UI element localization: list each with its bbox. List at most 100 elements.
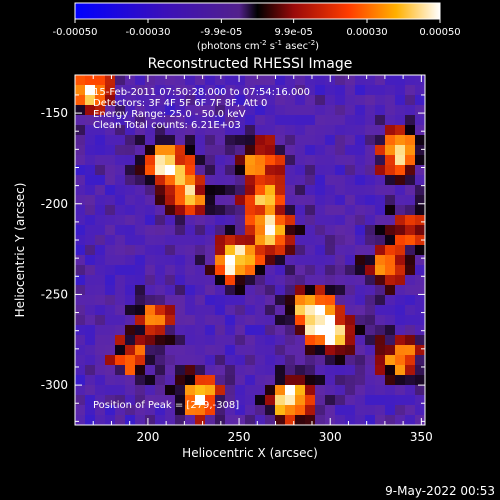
heatmap-cell bbox=[175, 305, 186, 316]
heatmap-cell bbox=[135, 275, 146, 286]
heatmap-cell bbox=[415, 205, 425, 216]
heatmap-cell bbox=[365, 115, 376, 126]
heatmap-cell bbox=[235, 205, 246, 216]
heatmap-cell bbox=[75, 215, 86, 226]
heatmap-cell bbox=[345, 75, 356, 86]
heatmap-cell bbox=[125, 405, 136, 416]
heatmap-cell bbox=[365, 315, 376, 326]
heatmap-cell bbox=[335, 135, 346, 146]
heatmap-cell bbox=[355, 145, 366, 156]
heatmap-cell bbox=[185, 115, 196, 126]
heatmap-cell bbox=[295, 75, 306, 86]
heatmap-cell bbox=[275, 125, 286, 136]
heatmap-cell bbox=[375, 375, 386, 386]
heatmap-cell bbox=[155, 315, 166, 326]
heatmap-cell bbox=[75, 385, 86, 396]
heatmap-cell bbox=[375, 75, 386, 86]
heatmap-cell bbox=[235, 265, 246, 276]
plot-frame bbox=[74, 74, 426, 426]
heatmap-cell bbox=[135, 125, 146, 136]
colorbar-tick-label: -0.00030 bbox=[126, 27, 171, 38]
heatmap-cell bbox=[275, 405, 286, 416]
heatmap-cell bbox=[315, 145, 326, 156]
heatmap-cell bbox=[395, 115, 406, 126]
heatmap-cell bbox=[345, 325, 356, 336]
heatmap-cell bbox=[175, 125, 186, 136]
heatmap-cell bbox=[375, 145, 386, 156]
heatmap-cell bbox=[295, 225, 306, 236]
heatmap-cell bbox=[245, 255, 256, 266]
heatmap-cell bbox=[115, 245, 126, 256]
heatmap-cell bbox=[355, 255, 366, 266]
heatmap-cell bbox=[165, 245, 176, 256]
heatmap-cell bbox=[375, 415, 386, 425]
heatmap-cell bbox=[265, 375, 276, 386]
heatmap-cell bbox=[255, 175, 266, 186]
heatmap-cell bbox=[375, 385, 386, 396]
heatmap-cell bbox=[285, 255, 296, 266]
heatmap-cell bbox=[305, 155, 316, 166]
colorbar-tick-label: 9.9e-05 bbox=[274, 27, 312, 38]
heatmap-cell bbox=[255, 385, 266, 396]
heatmap-cell bbox=[405, 185, 416, 196]
heatmap-cell bbox=[335, 125, 346, 136]
heatmap-cell bbox=[405, 135, 416, 146]
heatmap-cell bbox=[315, 415, 326, 425]
heatmap-cell bbox=[105, 255, 116, 266]
heatmap-cell bbox=[285, 85, 296, 96]
heatmap-cell bbox=[235, 105, 246, 116]
heatmap-cell bbox=[325, 185, 336, 196]
heatmap-cell bbox=[355, 105, 366, 116]
heatmap-cell bbox=[345, 165, 356, 176]
heatmap-cell bbox=[275, 115, 286, 126]
heatmap-cell bbox=[185, 315, 196, 326]
heatmap-cell bbox=[325, 195, 336, 206]
heatmap-cell bbox=[215, 215, 226, 226]
heatmap-cell bbox=[225, 165, 236, 176]
heatmap-cell bbox=[405, 225, 416, 236]
heatmap-cell bbox=[215, 275, 226, 286]
heatmap-cell bbox=[315, 115, 326, 126]
heatmap-cell bbox=[85, 155, 96, 166]
heatmap-cell bbox=[215, 135, 226, 146]
heatmap-cell bbox=[265, 265, 276, 276]
heatmap-cell bbox=[265, 155, 276, 166]
heatmap-cell bbox=[305, 285, 316, 296]
heatmap-cell bbox=[265, 145, 276, 156]
heatmap-cell bbox=[335, 395, 346, 406]
heatmap-cell bbox=[365, 355, 376, 366]
heatmap-cell bbox=[105, 305, 116, 316]
heatmap-cell bbox=[85, 135, 96, 146]
heatmap-cell bbox=[395, 155, 406, 166]
heatmap-cell bbox=[405, 85, 416, 96]
heatmap-cell bbox=[285, 405, 296, 416]
heatmap-cell bbox=[395, 215, 406, 226]
heatmap-cell bbox=[95, 115, 106, 126]
heatmap-cell bbox=[205, 105, 216, 116]
heatmap-cell bbox=[345, 315, 356, 326]
heatmap-cell bbox=[415, 305, 425, 316]
heatmap-cell bbox=[115, 85, 126, 96]
heatmap-cell bbox=[415, 415, 425, 425]
heatmap-cell bbox=[375, 265, 386, 276]
heatmap-cell bbox=[155, 385, 166, 396]
heatmap-cell bbox=[95, 395, 106, 406]
heatmap-cell bbox=[415, 215, 425, 226]
heatmap-cell bbox=[175, 95, 186, 106]
heatmap-cell bbox=[415, 265, 425, 276]
heatmap-cell bbox=[115, 305, 126, 316]
heatmap-cell bbox=[145, 155, 156, 166]
heatmap-cell bbox=[315, 345, 326, 356]
heatmap-cell bbox=[85, 415, 96, 425]
heatmap-cell bbox=[205, 155, 216, 166]
heatmap-cell bbox=[145, 115, 156, 126]
heatmap-cell bbox=[305, 185, 316, 196]
heatmap-cell bbox=[225, 115, 236, 126]
heatmap-cell bbox=[265, 75, 276, 86]
heatmap-cell bbox=[155, 295, 166, 306]
heatmap-cell bbox=[215, 115, 226, 126]
heatmap-cell bbox=[305, 355, 316, 366]
heatmap-cell bbox=[145, 175, 156, 186]
heatmap-cell bbox=[415, 165, 425, 176]
heatmap-cell bbox=[235, 75, 246, 86]
